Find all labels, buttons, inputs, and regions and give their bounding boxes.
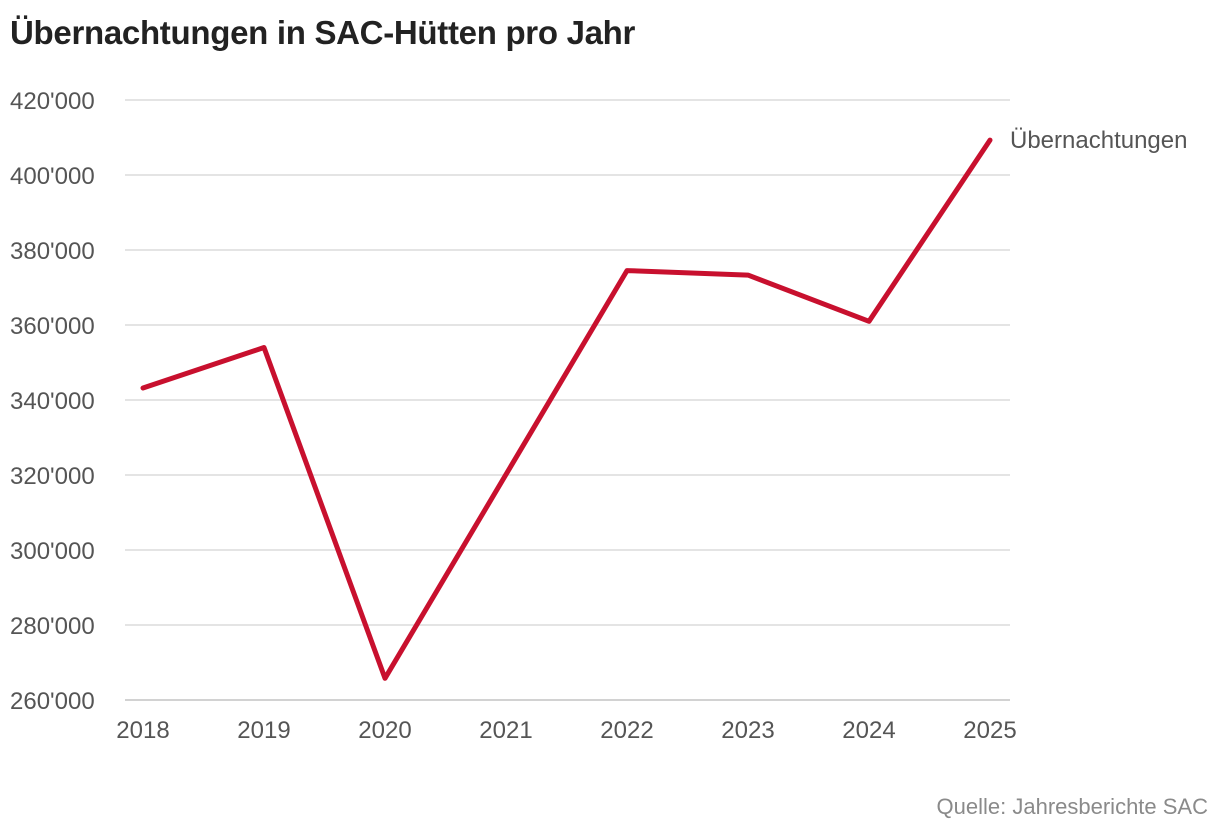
y-tick-label: 260'000 bbox=[10, 688, 95, 715]
series-layer: Übernachtungen bbox=[140, 127, 1187, 681]
y-tick-label: 400'000 bbox=[10, 163, 95, 190]
series-label: Übernachtungen bbox=[1010, 127, 1187, 154]
y-tick-label: 360'000 bbox=[10, 313, 95, 340]
chart-title: Übernachtungen in SAC-Hütten pro Jahr bbox=[10, 14, 636, 51]
y-tick-label: 340'000 bbox=[10, 388, 95, 415]
x-tick-label: 2019 bbox=[237, 717, 290, 744]
x-tick-label: 2018 bbox=[116, 717, 169, 744]
x-tick-label: 2022 bbox=[600, 717, 653, 744]
y-tick-label: 380'000 bbox=[10, 238, 95, 265]
x-tick-label: 2024 bbox=[842, 717, 895, 744]
gridlines bbox=[125, 99, 1010, 701]
y-axis-ticks: 260'000 280'000 300'000 320'000 340'000 360'0… bbox=[10, 88, 95, 715]
y-tick-label: 280'000 bbox=[10, 613, 95, 640]
x-tick-label: 2025 bbox=[963, 717, 1016, 744]
y-tick-label: 420'000 bbox=[10, 88, 95, 115]
x-axis-ticks: 2018 2019 2020 2021 2022 2023 2024 2025 bbox=[116, 717, 1016, 744]
series-line bbox=[140, 137, 993, 681]
y-tick-label: 320'000 bbox=[10, 463, 95, 490]
x-tick-label: 2023 bbox=[721, 717, 774, 744]
source-note: Quelle: Jahresberichte SAC bbox=[936, 794, 1208, 819]
y-tick-label: 300'000 bbox=[10, 538, 95, 565]
x-tick-label: 2020 bbox=[358, 717, 411, 744]
x-tick-label: 2021 bbox=[479, 717, 532, 744]
